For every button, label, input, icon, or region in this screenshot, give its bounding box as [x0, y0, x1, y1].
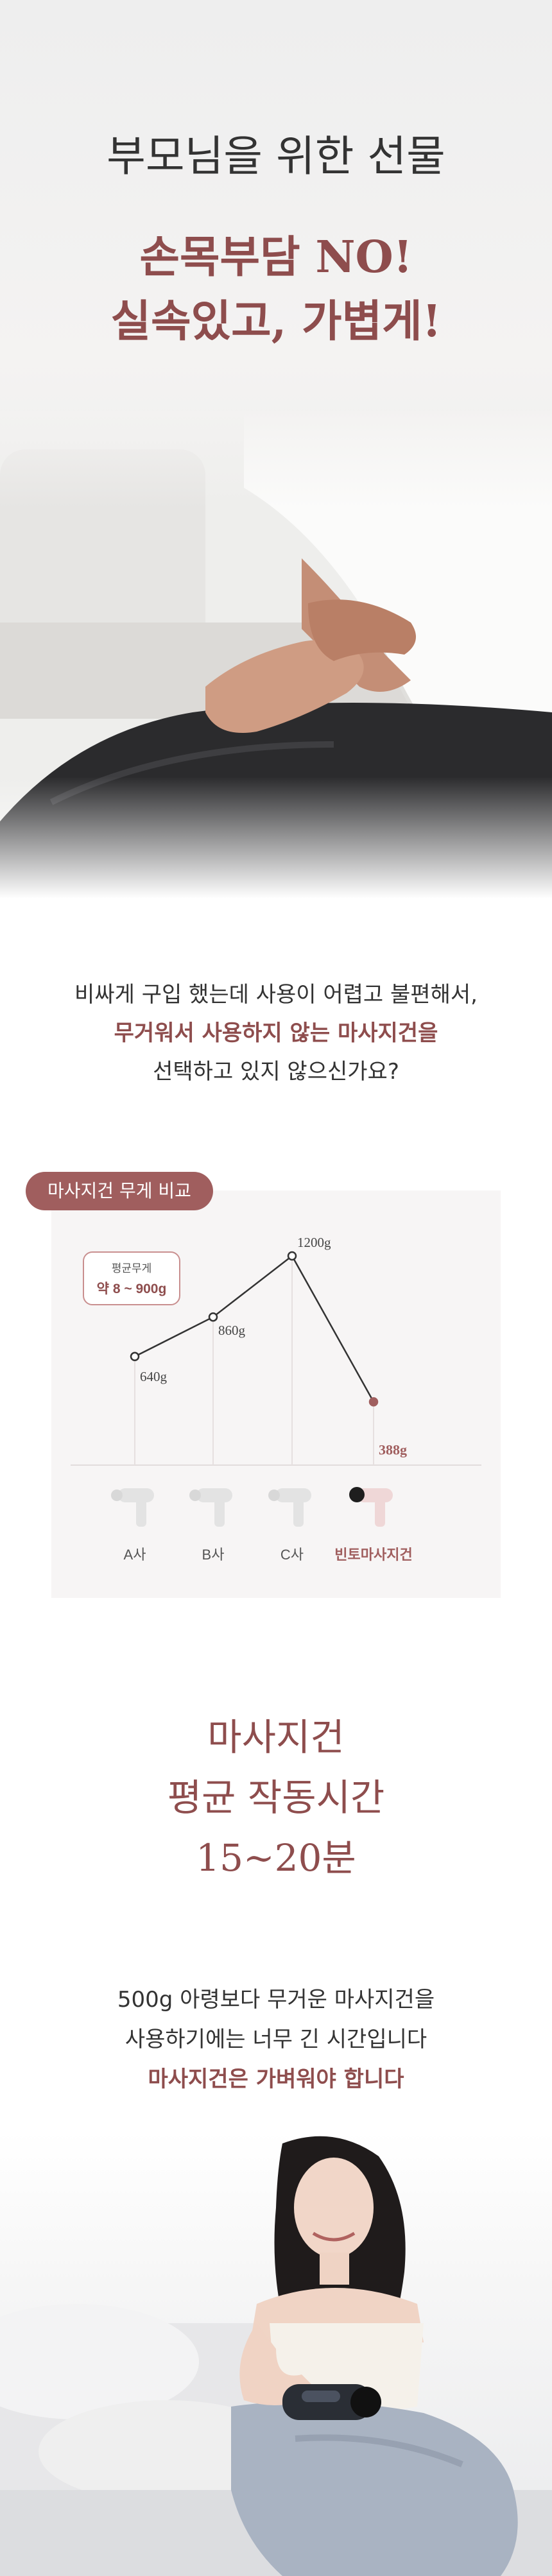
intro-line-2: 무거워서 사용하지 않는 마사지건을: [114, 1020, 438, 1046]
category-label: C사: [280, 1547, 304, 1563]
wrist-pain-photo: [0, 411, 552, 898]
value-label: 1200g: [297, 1235, 331, 1250]
massage-gun-icon: [189, 1488, 232, 1527]
value-label: 640g: [140, 1369, 168, 1384]
value-label: 860g: [218, 1323, 246, 1338]
hero-subtitle: 부모님을 위한 선물: [107, 132, 445, 181]
comparison-tag: 마사지건 무게 비교: [26, 1172, 213, 1210]
operating-time-heading: 마사지건 평균 작동시간 15~20분: [0, 1707, 552, 1888]
lightness-line-2: 사용하기에는 너무 긴 시간입니다: [125, 2027, 427, 2052]
chart-canvas: 평균무게 약 8 ~ 900g 640g 860g 1200g 388g A사 B사 C사…: [71, 1235, 481, 1563]
operating-title-1: 마사지건: [207, 1715, 345, 1759]
weight-comparison-chart: 평균무게 약 8 ~ 900g 640g 860g 1200g 388g A사 B사 C사…: [51, 1190, 501, 1598]
operating-title-3: 15~20분: [196, 1836, 356, 1880]
intro-line-1: 비싸게 구입 했는데 사용이 어렵고 불편해서,: [74, 982, 478, 1008]
data-point: [208, 1312, 218, 1322]
category-label: 빈토마사지건: [334, 1547, 412, 1563]
massage-gun-icon: [111, 1488, 154, 1527]
massage-gun-icon: [268, 1488, 311, 1527]
category-label: A사: [124, 1547, 146, 1563]
model-with-massage-gun-photo: [0, 2131, 552, 2576]
lightness-text: 500g 아령보다 무거운 마사지건을 사용하기에는 너무 긴 시간입니다 마사…: [0, 1980, 552, 2099]
hero-section: 부모님을 위한 선물 손목부담 NO! 실속있고, 가볍게!: [0, 0, 552, 898]
value-label: 388g: [379, 1441, 407, 1457]
data-point: [287, 1251, 297, 1261]
category-label: B사: [202, 1547, 225, 1563]
hero-headline-2: 실속있고, 가볍게!: [110, 296, 442, 347]
lightness-line-3: 마사지건은 가벼워야 합니다: [148, 2066, 404, 2092]
weight-series-line: [134, 1255, 375, 1402]
intro-text: 비싸게 구입 했는데 사용이 어렵고 불편해서, 무거워서 사용하지 않는 마사…: [0, 975, 552, 1091]
data-point: [368, 1397, 379, 1407]
massage-gun-icon: [349, 1487, 393, 1527]
intro-line-3: 선택하고 있지 않으신가요?: [153, 1059, 399, 1085]
avg-weight-value: 약 8 ~ 900g: [97, 1282, 167, 1296]
operating-title-2: 평균 작동시간: [167, 1776, 385, 1819]
hero-headline-1: 손목부담 NO!: [139, 232, 413, 283]
data-point: [130, 1352, 140, 1362]
avg-weight-label: 평균무게: [112, 1262, 152, 1275]
avg-weight-badge: [83, 1251, 180, 1305]
lightness-line-1: 500g 아령보다 무거운 마사지건을: [117, 1987, 435, 2013]
